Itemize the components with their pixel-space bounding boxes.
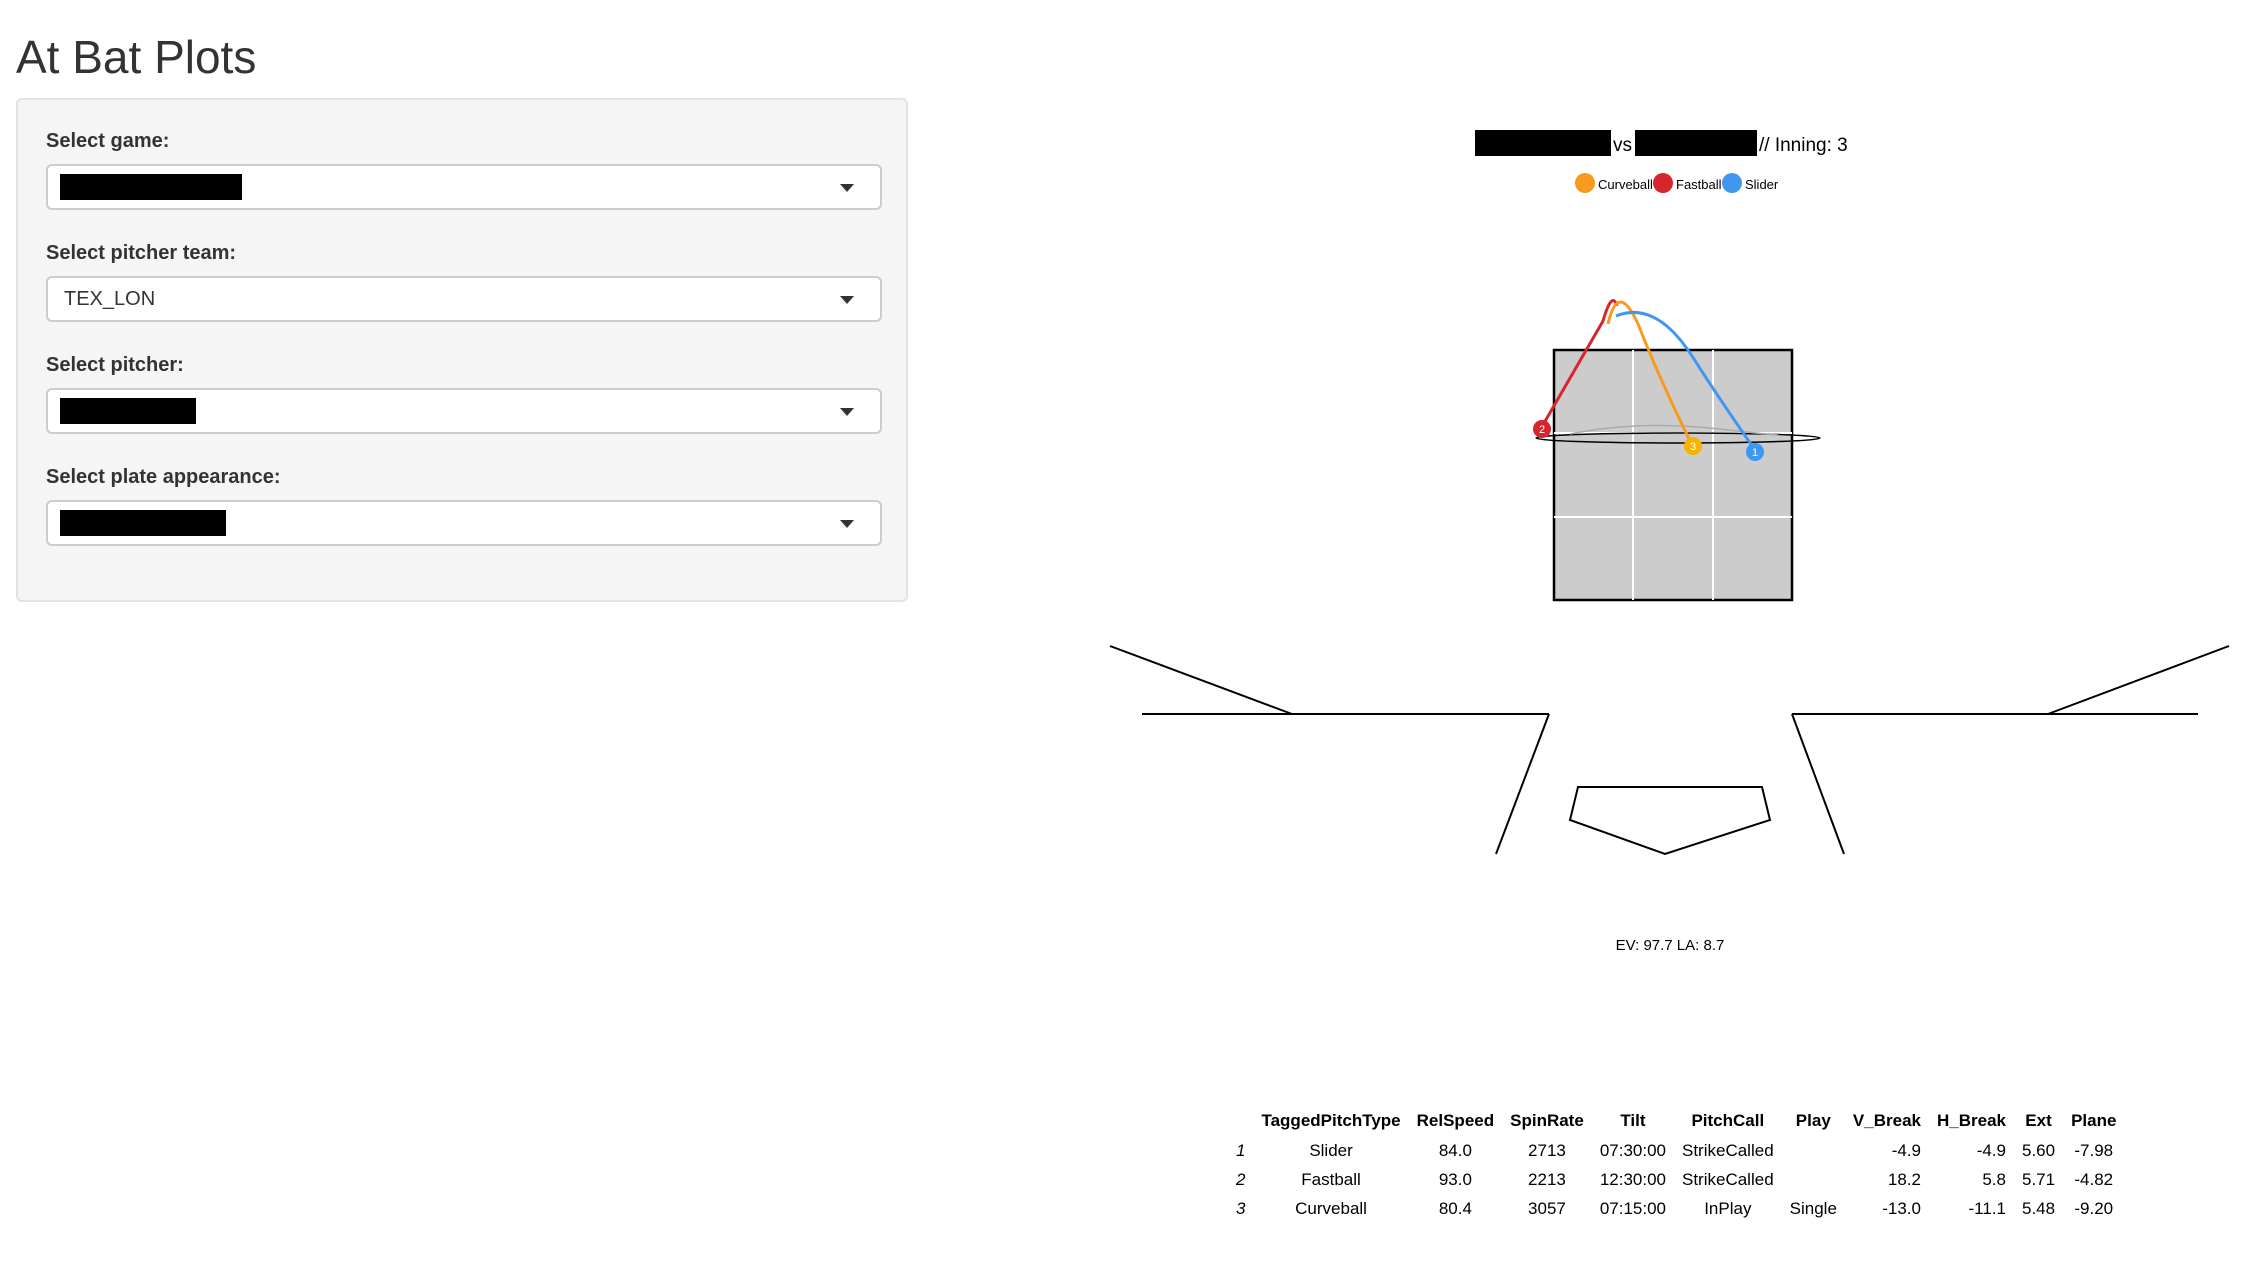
redacted-team-name — [1475, 130, 1611, 156]
table-cell: 07:15:00 — [1599, 1198, 1666, 1218]
pitcher-team-select-value: TEX_LON — [64, 288, 156, 310]
table-cell: 5.71 — [2021, 1169, 2056, 1189]
pitch-marker-dot — [1684, 437, 1702, 455]
redacted-team-name — [1635, 130, 1757, 156]
column-header: Tilt — [1620, 1111, 1646, 1130]
swing-path-trace — [1569, 424, 1779, 436]
table-cell: 3 — [1236, 1198, 1246, 1218]
pitch-marker-number: 2 — [1539, 424, 1545, 436]
column-header: RelSpeed — [1416, 1111, 1495, 1130]
table-cell: 5.8 — [1982, 1169, 2006, 1189]
table-cell: 80.4 — [1438, 1198, 1472, 1218]
at-bat-plot: vs // Inning: 3 Curveball Fastball Slide… — [1109, 130, 2230, 954]
table-cell: 5.60 — [2021, 1140, 2056, 1160]
table-cell: Fastball — [1301, 1169, 1361, 1189]
game-select-label: Select game: — [46, 130, 170, 152]
table-cell — [1782, 1165, 1845, 1194]
column-header: H_Break — [1936, 1111, 2006, 1130]
table-cell: 2713 — [1528, 1140, 1566, 1160]
table-cell: -4.82 — [2074, 1169, 2114, 1189]
column-header: TaggedPitchType — [1261, 1111, 1401, 1130]
table-row: 2 Fastball 93.0 2213 12:30:00 StrikeCall… — [1228, 1165, 2124, 1194]
curveball-trajectory — [1606, 300, 1694, 446]
chevron-down-icon — [840, 296, 854, 304]
slider-trajectory — [1615, 311, 1757, 451]
pitch-marker-number: 3 — [1690, 441, 1696, 453]
table-cell: StrikeCalled — [1682, 1140, 1774, 1160]
legend-swatch-slider — [1722, 173, 1742, 193]
column-header: Play — [1795, 1111, 1831, 1130]
column-header: Ext — [2025, 1111, 2052, 1130]
table-cell: -4.9 — [1891, 1140, 1921, 1160]
column-header — [1228, 1106, 1253, 1136]
table-row: 1 Slider 84.0 2713 07:30:00 StrikeCalled… — [1228, 1136, 2124, 1165]
table-cell: 3057 — [1528, 1198, 1566, 1218]
game-select[interactable] — [46, 164, 882, 210]
redacted-value — [60, 174, 242, 200]
table-cell: 5.48 — [2021, 1198, 2056, 1218]
table-cell: InPlay — [1704, 1198, 1752, 1218]
legend-label-curveball: Curveball — [1598, 177, 1653, 192]
exit-velocity-launch-angle: EV: 97.7 LA: 8.7 — [1616, 937, 1725, 954]
table-cell: 84.0 — [1438, 1140, 1472, 1160]
pitcher-select[interactable] — [46, 388, 882, 434]
batters-box-lines — [1109, 645, 2230, 855]
pitch-marker-dot — [1746, 443, 1764, 461]
table-cell: Slider — [1309, 1140, 1353, 1160]
table-cell: -11.1 — [1968, 1198, 2006, 1218]
plot-title-vs: vs — [1613, 135, 1632, 156]
table-cell: -7.98 — [2074, 1140, 2114, 1160]
plot-title-inning: // Inning: 3 — [1759, 135, 1848, 156]
pitcher-select-label: Select pitcher: — [46, 354, 184, 376]
pitch-marker-2: 2 — [1533, 420, 1551, 438]
pitch-stats-table: TaggedPitchType RelSpeed SpinRate Tilt P… — [1228, 1106, 2124, 1223]
legend: Curveball Fastball Slider — [1575, 173, 1779, 193]
strike-zone-box — [1552, 348, 1794, 602]
redacted-value — [60, 398, 196, 424]
legend-label-fastball: Fastball — [1676, 177, 1722, 192]
legend-label-slider: Slider — [1745, 177, 1779, 192]
pitch-marker-3: 3 — [1684, 437, 1702, 455]
pitch-marker-dot — [1533, 420, 1551, 438]
redacted-value — [60, 510, 226, 536]
page-title: At Bat Plots — [16, 31, 257, 83]
column-header: Plane — [2071, 1111, 2117, 1130]
pitcher-team-select-label: Select pitcher team: — [46, 242, 237, 264]
table-cell: Single — [1789, 1198, 1837, 1218]
column-header: V_Break — [1852, 1111, 1921, 1130]
column-header: PitchCall — [1691, 1111, 1765, 1130]
table-header-row: TaggedPitchType RelSpeed SpinRate Tilt P… — [1228, 1106, 2124, 1136]
plate-appearance-select[interactable] — [46, 500, 882, 546]
chevron-down-icon — [840, 408, 854, 416]
table-cell: 18.2 — [1887, 1169, 1921, 1189]
table-cell: 2 — [1236, 1169, 1246, 1189]
table-cell: -9.20 — [2074, 1198, 2114, 1218]
swing-path-outline — [1535, 432, 1821, 444]
table-cell: 93.0 — [1438, 1169, 1472, 1189]
home-plate — [1568, 786, 1772, 856]
pitch-marker-number: 1 — [1752, 447, 1758, 459]
table-cell — [1782, 1136, 1845, 1165]
pitch-marker-1: 1 — [1746, 443, 1764, 461]
table-cell: -13.0 — [1882, 1198, 1921, 1218]
table-cell: StrikeCalled — [1682, 1169, 1774, 1189]
legend-swatch-fastball — [1653, 173, 1673, 193]
plate-appearance-select-label: Select plate appearance: — [46, 466, 281, 488]
table-cell: Curveball — [1295, 1198, 1367, 1218]
strike-zone — [1552, 348, 1794, 602]
table-row: 3 Curveball 80.4 3057 07:15:00 InPlay Si… — [1228, 1194, 2124, 1223]
table-cell: 12:30:00 — [1599, 1169, 1666, 1189]
pitcher-team-select[interactable]: TEX_LON — [46, 276, 882, 322]
column-header: SpinRate — [1510, 1111, 1584, 1130]
chevron-down-icon — [840, 184, 854, 192]
table-cell: -4.9 — [1976, 1140, 2006, 1160]
table-cell: 1 — [1236, 1140, 1246, 1160]
table-cell: 2213 — [1528, 1169, 1566, 1189]
input-panel: Select game: Select pitcher team: TEX_LO… — [16, 98, 908, 602]
table-cell: 07:30:00 — [1599, 1140, 1666, 1160]
chevron-down-icon — [840, 520, 854, 528]
legend-swatch-curveball — [1575, 173, 1595, 193]
